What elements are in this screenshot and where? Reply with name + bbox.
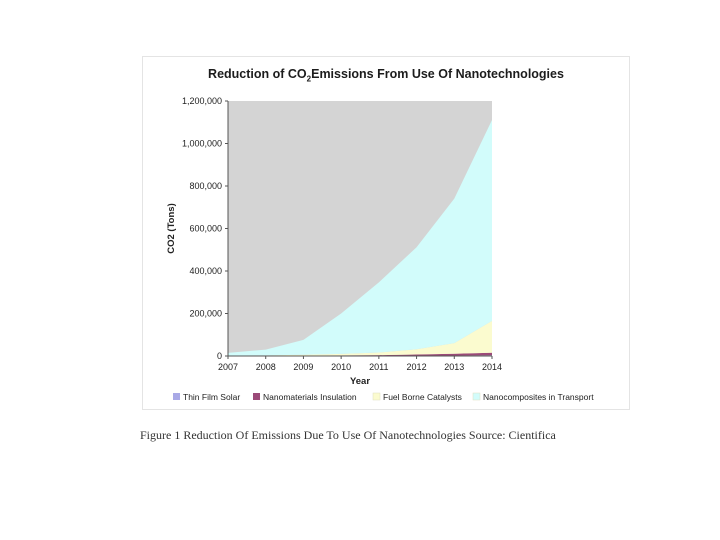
x-axis-label: Year: [350, 376, 370, 387]
y-tick-label: 400,000: [189, 266, 222, 276]
figure-caption: Figure 1 Reduction Of Emissions Due To U…: [140, 428, 556, 442]
x-tick-label: 2009: [293, 362, 313, 372]
x-tick-label: 2008: [256, 362, 276, 372]
y-tick-label: 1,000,000: [182, 139, 222, 149]
y-tick-label: 0: [217, 351, 222, 361]
legend-label: Nanomaterials Insulation: [263, 392, 357, 402]
x-tick-label: 2012: [407, 362, 427, 372]
x-tick-label: 2014: [482, 362, 502, 372]
x-tick-label: 2013: [444, 362, 464, 372]
title-pre: Reduction of CO: [208, 67, 307, 81]
legend-swatch: [253, 393, 260, 400]
area-series-2: [228, 352, 492, 356]
y-tick-label: 800,000: [189, 181, 222, 191]
legend-label: Thin Film Solar: [183, 392, 240, 402]
y-axis-label: CO2 (Tons): [166, 203, 177, 254]
legend-swatch: [372, 392, 381, 401]
title-subscript: 2: [306, 74, 312, 84]
area-series-3: [228, 320, 492, 356]
chart-svg: 0 200,000 400,000 600,000 800,000 1,000,000 1,…: [166, 96, 594, 402]
chart-title: Reduction of CO2Emissions From Use Of Na…: [143, 67, 629, 84]
x-tick-label: 2011: [369, 362, 388, 372]
legend-swatch: [472, 392, 481, 401]
chart-frame: Reduction of CO2Emissions From Use Of Na…: [142, 56, 630, 410]
legend-label: Fuel Borne Catalysts: [383, 392, 462, 402]
area-series-4: [228, 120, 492, 356]
title-post: Emissions From Use Of Nanotechnologies: [311, 67, 564, 81]
legend-swatch: [173, 393, 180, 400]
y-tick-label: 600,000: [189, 224, 222, 234]
legend-label: Nanocomposites in Transport: [483, 392, 594, 402]
x-tick-label: 2007: [218, 362, 238, 372]
x-tick-label: 2010: [331, 362, 351, 372]
y-tick-label: 1,200,000: [182, 96, 222, 106]
y-tick-label: 200,000: [189, 309, 222, 319]
